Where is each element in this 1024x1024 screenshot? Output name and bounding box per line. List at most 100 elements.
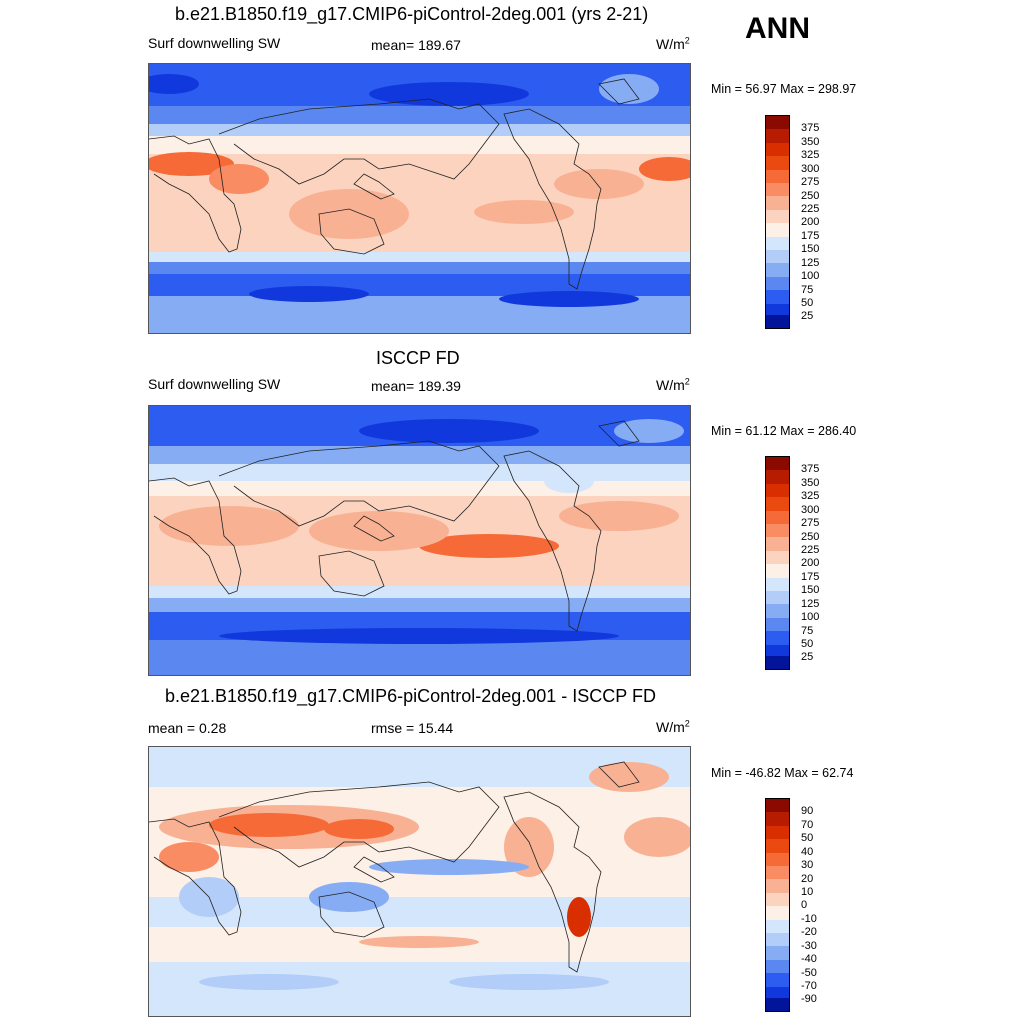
colorbar-swatch bbox=[766, 892, 789, 907]
colorbar-tick-label: 225 bbox=[801, 544, 820, 556]
colorbar-swatch bbox=[766, 959, 789, 974]
colorbar-swatch bbox=[766, 250, 789, 264]
colorbar-tick-label: 10 bbox=[801, 886, 814, 898]
colorbar-swatch bbox=[766, 933, 789, 947]
colorbar-tick-label: -90 bbox=[801, 993, 817, 1005]
colorbar-swatch bbox=[766, 604, 789, 618]
colorbar-tick-label: 300 bbox=[801, 163, 820, 175]
colorbar-swatch bbox=[766, 998, 789, 1011]
colorbar-swatch bbox=[766, 116, 789, 130]
colorbar-swatch bbox=[766, 986, 789, 1000]
colorbar-tick-label: 325 bbox=[801, 490, 820, 502]
colorbar-swatch bbox=[766, 919, 789, 933]
colorbar-tick-label: 70 bbox=[801, 819, 814, 831]
colorbar-tick-label: 75 bbox=[801, 284, 814, 296]
colorbar-tick-label: 275 bbox=[801, 176, 820, 188]
colorbar-swatch bbox=[766, 223, 789, 237]
colorbar-tick-label: 25 bbox=[801, 310, 814, 322]
colorbar-tick-label: 50 bbox=[801, 297, 814, 309]
colorbar-swatch bbox=[766, 236, 789, 250]
panel3-units: W/m2 bbox=[656, 718, 690, 735]
colorbar-swatch bbox=[766, 169, 789, 183]
colorbar-tick-label: -40 bbox=[801, 953, 817, 965]
colorbar-tick-label: 100 bbox=[801, 611, 820, 623]
colorbar-tick-label: 50 bbox=[801, 638, 814, 650]
panel2-minmax: Min = 61.12 Max = 286.40 bbox=[711, 424, 857, 438]
colorbar-tick-label: 0 bbox=[801, 899, 808, 911]
colorbar-tick-label: 350 bbox=[801, 136, 820, 148]
colorbar-tick-label: 350 bbox=[801, 477, 820, 489]
colorbar-swatch bbox=[766, 315, 789, 328]
colorbar-tick-label: 175 bbox=[801, 571, 820, 583]
colorbar-swatch bbox=[766, 879, 789, 893]
colorbar-tick-label: 200 bbox=[801, 216, 820, 228]
colorbar-swatch bbox=[766, 510, 789, 524]
colorbar-swatch bbox=[766, 631, 789, 645]
panel2-map bbox=[148, 405, 691, 676]
colorbar-tick-label: -20 bbox=[801, 926, 817, 938]
colorbar-swatch bbox=[766, 196, 789, 210]
colorbar-tick-label: 325 bbox=[801, 149, 820, 161]
colorbar-swatch bbox=[766, 550, 789, 565]
colorbar-tick-label: 125 bbox=[801, 598, 820, 610]
panel3-rmse-label: rmse = 15.44 bbox=[371, 720, 454, 736]
colorbar-swatch bbox=[766, 524, 789, 538]
colorbar-tick-label: 200 bbox=[801, 557, 820, 569]
panel1-variable-label: Surf downwelling SW bbox=[148, 35, 281, 51]
colorbar-swatch bbox=[766, 839, 789, 853]
colorbar-tick-label: 250 bbox=[801, 531, 820, 543]
panel1-minmax: Min = 56.97 Max = 298.97 bbox=[711, 82, 857, 96]
colorbar-swatch bbox=[766, 973, 789, 987]
colorbar-swatch bbox=[766, 799, 789, 813]
colorbar-swatch bbox=[766, 852, 789, 866]
colorbar-tick-label: 40 bbox=[801, 846, 814, 858]
colorbar-tick-label: 50 bbox=[801, 832, 814, 844]
colorbar-swatch bbox=[766, 457, 789, 471]
panel2-mean-label: mean= 189.39 bbox=[371, 378, 461, 394]
panel1-map bbox=[148, 63, 691, 334]
colorbar-tick-label: -30 bbox=[801, 940, 817, 952]
panel1-title: b.e21.B1850.f19_g17.CMIP6-piControl-2deg… bbox=[175, 4, 649, 24]
panel1-colorbar bbox=[765, 115, 790, 329]
colorbar-swatch bbox=[766, 483, 789, 498]
colorbar-swatch bbox=[766, 276, 789, 291]
panel3-minmax: Min = -46.82 Max = 62.74 bbox=[711, 766, 854, 780]
colorbar-tick-label: 250 bbox=[801, 190, 820, 202]
season-label: ANN bbox=[745, 12, 810, 45]
colorbar-tick-label: 30 bbox=[801, 859, 814, 871]
colorbar-swatch bbox=[766, 577, 789, 591]
colorbar-tick-label: 275 bbox=[801, 517, 820, 529]
colorbar-swatch bbox=[766, 537, 789, 551]
colorbar-tick-label: -50 bbox=[801, 967, 817, 979]
colorbar-swatch bbox=[766, 591, 789, 605]
colorbar-swatch bbox=[766, 812, 789, 826]
colorbar-tick-label: 375 bbox=[801, 463, 820, 475]
colorbar-tick-label: 300 bbox=[801, 504, 820, 516]
colorbar-swatch bbox=[766, 866, 789, 880]
colorbar-swatch bbox=[766, 644, 789, 658]
panel3-map bbox=[148, 746, 691, 1017]
colorbar-swatch bbox=[766, 263, 789, 277]
colorbar-tick-label: 100 bbox=[801, 270, 820, 282]
colorbar-swatch bbox=[766, 142, 789, 157]
colorbar-tick-label: 375 bbox=[801, 122, 820, 134]
colorbar-swatch bbox=[766, 209, 789, 224]
colorbar-tick-label: 175 bbox=[801, 230, 820, 242]
panel2-units: W/m2 bbox=[656, 376, 690, 393]
colorbar-tick-label: 225 bbox=[801, 203, 820, 215]
panel3-title: b.e21.B1850.f19_g17.CMIP6-piControl-2deg… bbox=[165, 686, 656, 706]
colorbar-swatch bbox=[766, 656, 789, 669]
colorbar-swatch bbox=[766, 906, 789, 920]
colorbar-tick-label: 90 bbox=[801, 805, 814, 817]
panel2-variable-label: Surf downwelling SW bbox=[148, 376, 281, 392]
colorbar-swatch bbox=[766, 183, 789, 197]
colorbar-swatch bbox=[766, 290, 789, 304]
colorbar-swatch bbox=[766, 156, 789, 170]
panel1-units: W/m2 bbox=[656, 35, 690, 52]
panel3-mean-label: mean = 0.28 bbox=[148, 720, 227, 736]
panel2-colorbar bbox=[765, 456, 790, 670]
colorbar-tick-label: 150 bbox=[801, 584, 820, 596]
colorbar-swatch bbox=[766, 470, 789, 484]
colorbar-swatch bbox=[766, 946, 789, 960]
colorbar-swatch bbox=[766, 303, 789, 317]
